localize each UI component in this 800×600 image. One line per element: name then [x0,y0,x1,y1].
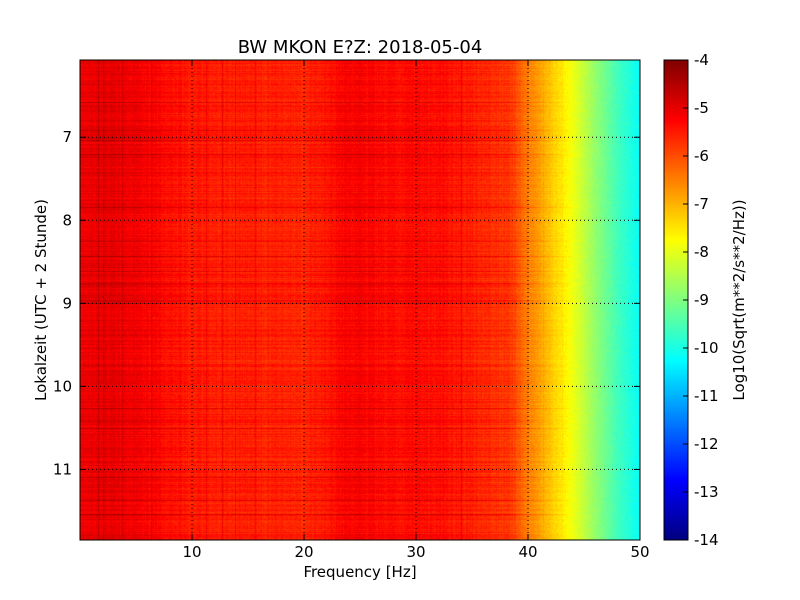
x-tick-label: 40 [518,543,537,561]
x-axis: 10 20 30 40 50 [182,60,650,561]
heatmap-area [80,60,640,540]
colorbar-tick-label: -10 [694,339,719,357]
grid-lines [80,60,640,540]
colorbar-tick-label: -6 [694,147,709,165]
y-axis: 7 8 9 10 11 [53,128,640,478]
colorbar-tick-label: -14 [694,531,719,549]
y-axis-label: Lokalzeit (UTC + 2 Stunde) [32,199,50,401]
colorbar-tick-label: -5 [694,99,709,117]
chart-title: BW MKON E?Z: 2018-05-04 [238,37,483,58]
y-tick-label: 10 [53,377,72,395]
colorbar-axis: -4 -5 -6 -7 -8 -9 -10 -11 -12 -13 -14 [683,51,719,549]
colorbar-tick-label: -7 [694,195,709,213]
y-tick-label: 9 [62,294,72,312]
x-axis-label: Frequency [Hz] [303,563,416,581]
colorbar-tick-label: -13 [694,483,719,501]
x-tick-label: 20 [294,543,313,561]
x-tick-label: 50 [630,543,649,561]
plot-frame [79,59,641,541]
colorbar-tick-label: -8 [694,243,709,261]
x-tick-label: 10 [182,543,201,561]
colorbar-tick-label: -11 [694,387,719,405]
colorbar-tick-label: -9 [694,291,709,309]
y-tick-label: 8 [62,211,72,229]
y-tick-label: 11 [53,460,72,478]
colorbar-label: Log10(Sqrt(m**2/s**2/Hz)) [730,199,748,400]
colorbar-tick-label: -4 [694,51,709,69]
colorbar-tick-label: -12 [694,435,719,453]
x-tick-label: 30 [406,543,425,561]
y-tick-label: 7 [62,128,72,146]
